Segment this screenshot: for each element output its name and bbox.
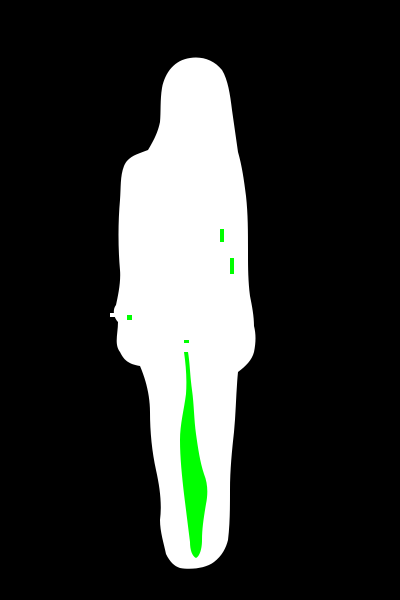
highlighted-fragment-hip (127, 315, 132, 320)
highlighted-fragment-top (184, 340, 189, 343)
person-silhouette (113, 57, 256, 569)
silhouette-fragment (110, 313, 122, 317)
highlighted-region-leg (180, 352, 208, 558)
highlighted-fragment-upper (220, 229, 224, 242)
highlighted-fragment-side (230, 258, 234, 274)
